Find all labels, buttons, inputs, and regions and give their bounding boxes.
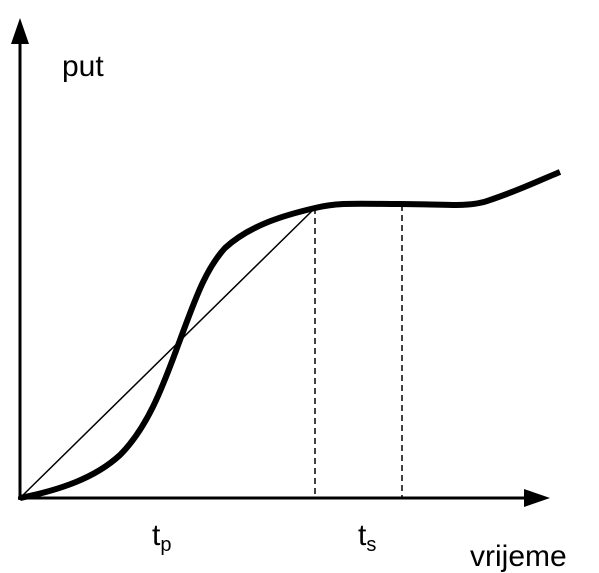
marker-subscript: p [160,534,171,556]
x-label: vrijeme [470,540,567,573]
y-axis-arrow [11,18,29,44]
marker-subscript: s [366,534,376,556]
marker-symbol: t [152,519,161,552]
x-axis-arrow [524,489,550,507]
marker-label: tp [152,519,171,556]
path-curve [19,169,562,501]
marker-symbol: t [358,519,367,552]
marker-label: ts [358,519,376,556]
y-label: put [62,50,104,83]
average-line [19,207,316,499]
